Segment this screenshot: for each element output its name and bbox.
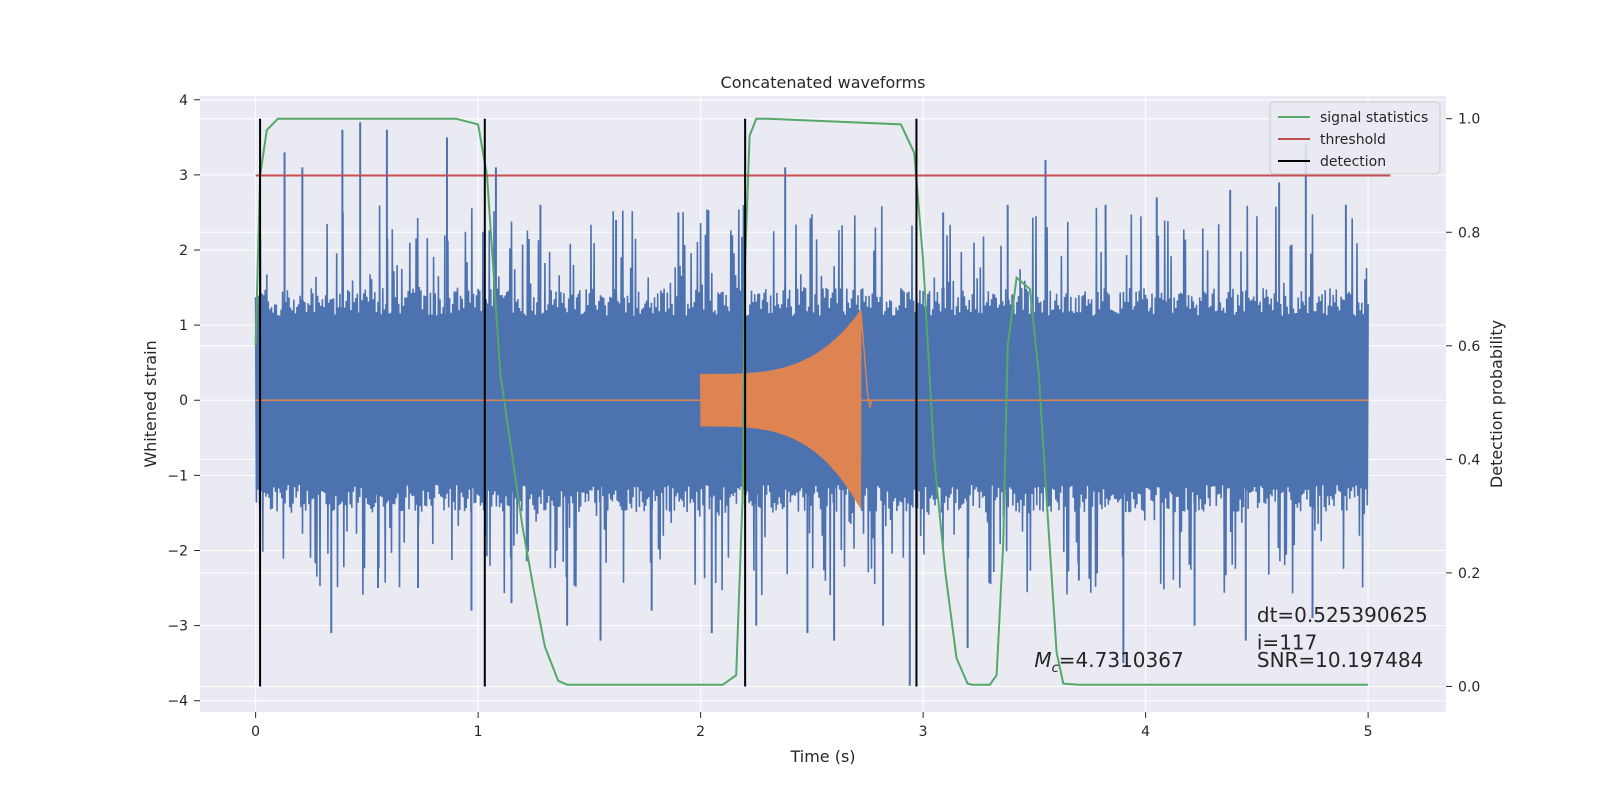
x-tick-label: 5 <box>1364 724 1373 740</box>
y-right-tick-label: 0.2 <box>1458 566 1480 582</box>
y-tick-label: 0 <box>179 393 188 409</box>
x-tick-label: 3 <box>919 724 928 740</box>
legend-layer: signal statistics threshold detection <box>1269 101 1441 175</box>
y-axis-label: Whitened strain <box>141 340 160 467</box>
annotation-text: i=117 <box>1257 631 1318 655</box>
legend-signal-statistics-label: signal statistics <box>1320 110 1428 126</box>
annotation-text: dt=0.525390625 <box>1257 603 1428 627</box>
legend-detection-label: detection <box>1320 154 1386 170</box>
x-tick-label: 4 <box>1141 724 1150 740</box>
annotation-text: Mc=4.7310367 <box>1034 648 1183 676</box>
y-right-tick-label: 0.0 <box>1458 679 1480 695</box>
y-tick-label: −3 <box>167 619 188 635</box>
y-tick-label: 1 <box>179 318 188 334</box>
annotation-text: SNR=10.197484 <box>1257 648 1423 672</box>
y-tick-label: 2 <box>179 243 188 259</box>
template-layer <box>255 310 1369 509</box>
y-tick-label: 3 <box>179 168 188 184</box>
x-axis-label: Time (s) <box>789 747 855 766</box>
annotation-layer: Mc=4.7310367 dt=0.525390625 i=117SNR=10.1… <box>1034 603 1427 676</box>
y-tick-label: −1 <box>167 468 188 484</box>
y-right-tick-label: 0.4 <box>1458 452 1480 468</box>
series-layer <box>254 117 1391 687</box>
tick-layer: 0 1 2 3 4 5 4 3 2 1 0 −1 −2 −3 −4 1.0 0.8 0.6 0.4 0.2 0.0 <box>167 93 1480 740</box>
y-tick-label: 4 <box>179 93 188 109</box>
y-right-tick-label: 0.8 <box>1458 225 1480 241</box>
legend-threshold-label: threshold <box>1320 132 1386 148</box>
signal-statistics-line <box>254 117 1369 686</box>
strain-trace <box>254 204 1369 596</box>
y-tick-label: −4 <box>167 694 188 710</box>
annotation-subscript: c <box>1052 661 1059 676</box>
y-right-tick-label: 1.0 <box>1458 112 1480 128</box>
chart-title: Concatenated waveforms <box>721 73 926 92</box>
template-trace <box>699 310 873 509</box>
y-right-tick-label: 0.6 <box>1458 339 1480 355</box>
y-axis-right-label: Detection probability <box>1487 320 1506 488</box>
x-tick-label: 0 <box>251 724 260 740</box>
x-tick-label: 1 <box>474 724 483 740</box>
x-tick-label: 2 <box>696 724 705 740</box>
annotation-symbol: M <box>1034 648 1051 672</box>
y-tick-label: −2 <box>167 543 188 559</box>
annotation-value: =4.7310367 <box>1059 648 1184 672</box>
legend-box <box>1269 101 1441 175</box>
